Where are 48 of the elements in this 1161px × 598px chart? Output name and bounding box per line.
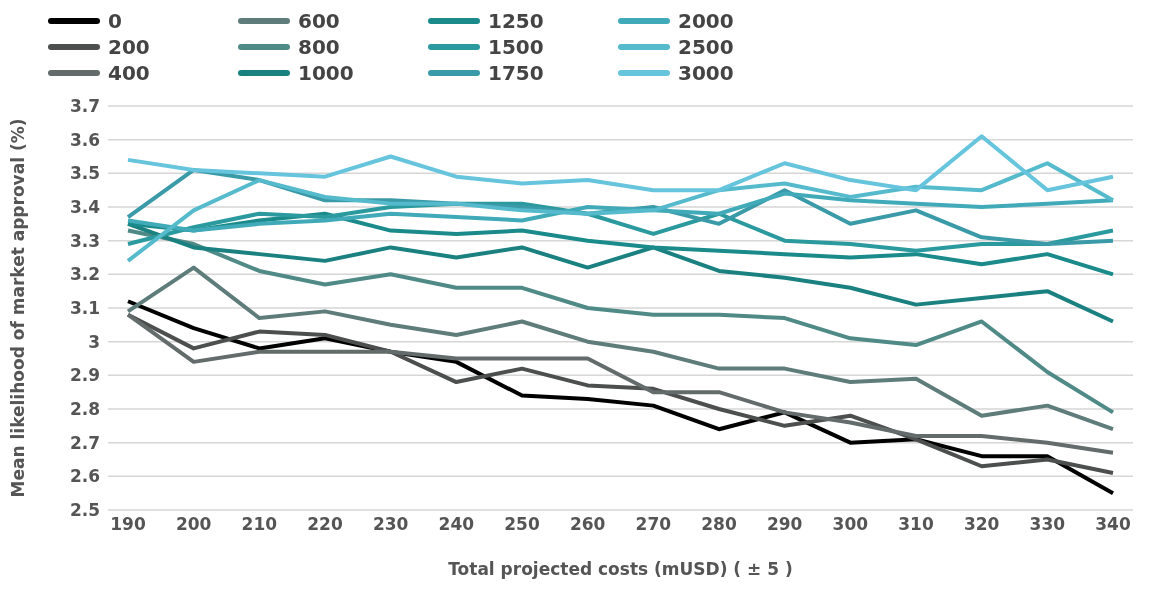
x-tick-label: 280 xyxy=(701,514,737,535)
x-tick-label: 290 xyxy=(766,514,803,535)
x-tick-label: 200 xyxy=(175,514,212,535)
y-tick-label: 2.5 xyxy=(69,500,100,521)
legend-label: 1750 xyxy=(488,61,544,85)
legend-label: 400 xyxy=(108,61,150,85)
legend-label: 600 xyxy=(298,9,340,33)
y-tick-label: 3.4 xyxy=(69,197,101,218)
y-tick-label: 2.6 xyxy=(69,466,100,487)
x-tick-label: 190 xyxy=(110,514,146,535)
legend-label: 3000 xyxy=(678,61,734,85)
y-tick-label: 3.1 xyxy=(69,298,100,319)
x-tick-label: 220 xyxy=(307,514,343,535)
legend-label: 0 xyxy=(108,9,122,33)
x-tick-label: 260 xyxy=(569,514,606,535)
legend-label: 1500 xyxy=(488,35,544,59)
line-series xyxy=(126,191,1115,233)
x-tick-label: 230 xyxy=(372,514,409,535)
legend-label: 200 xyxy=(108,35,150,59)
x-tick-label: 210 xyxy=(241,514,278,535)
legend-label: 1250 xyxy=(488,9,544,33)
x-tick-label: 310 xyxy=(898,514,934,535)
legend-label: 1000 xyxy=(298,61,354,85)
x-tick-label: 240 xyxy=(438,514,475,535)
y-tick-label: 2.9 xyxy=(69,365,100,386)
line-series xyxy=(126,228,1115,415)
y-axis-title: Mean likelihood of market approval (%) xyxy=(8,118,29,498)
x-tick-label: 270 xyxy=(635,514,672,535)
x-axis-title: Total projected costs (mUSD) ( ± 5 ) xyxy=(448,559,793,579)
x-tick-label: 340 xyxy=(1095,514,1131,535)
x-tick-label: 300 xyxy=(832,514,869,535)
y-tick-label: 2.7 xyxy=(69,432,100,453)
legend-label: 2000 xyxy=(678,9,734,33)
line-series xyxy=(126,265,1115,432)
x-tick-label: 320 xyxy=(963,514,1000,535)
x-tick-label: 330 xyxy=(1029,514,1066,535)
y-tick-label: 3.5 xyxy=(69,163,100,184)
line-series xyxy=(126,161,1115,263)
y-tick-label: 2.8 xyxy=(69,399,100,420)
line-series xyxy=(126,134,1115,193)
legend-label: 2500 xyxy=(678,35,734,59)
y-tick-label: 3.3 xyxy=(69,230,100,251)
y-tick-label: 3.2 xyxy=(69,264,100,285)
y-tick-label: 3.6 xyxy=(69,129,100,150)
legend-label: 800 xyxy=(298,35,340,59)
y-tick-label: 3.7 xyxy=(69,96,100,117)
y-tick-label: 3 xyxy=(88,331,100,352)
x-tick-label: 250 xyxy=(504,514,540,535)
